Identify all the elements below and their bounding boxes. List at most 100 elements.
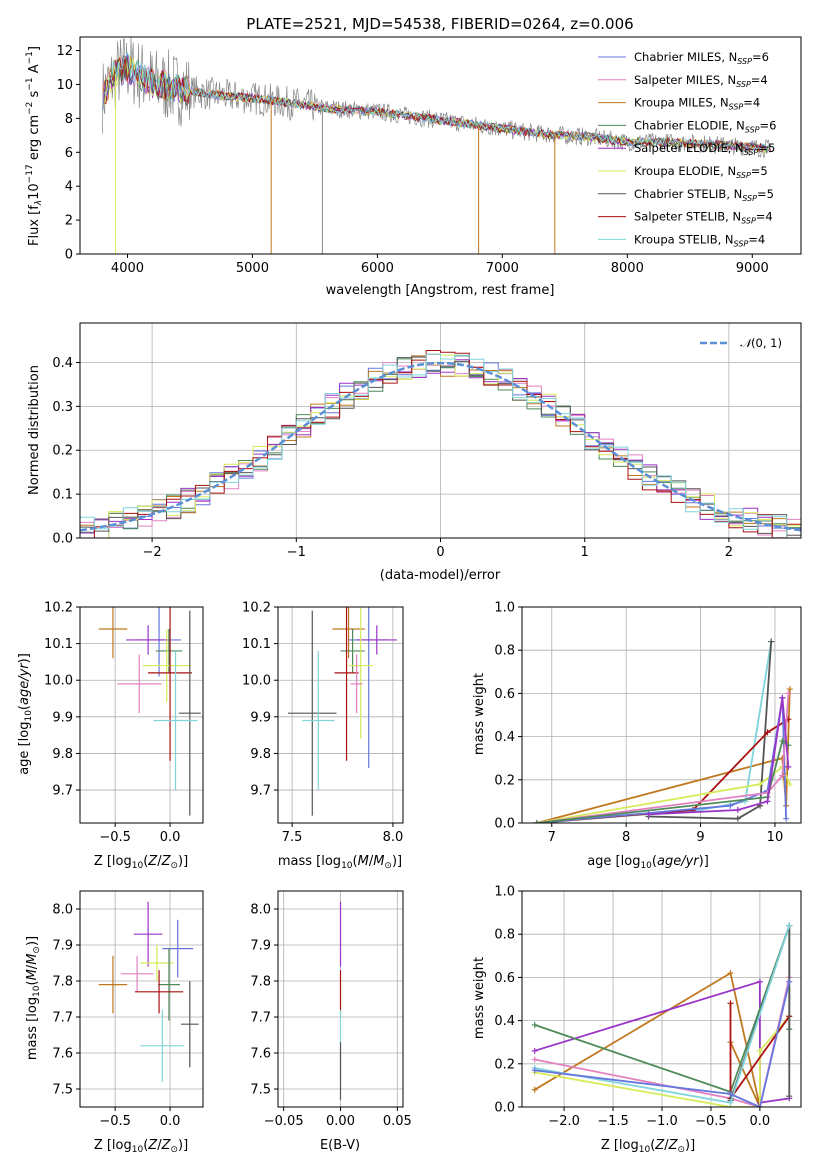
legend-label-name: Chabrier MILES, N [634, 50, 737, 64]
x-tick-label: 8.0 [383, 830, 404, 845]
weight-marker [786, 1093, 793, 1100]
errorbar-point [153, 650, 198, 791]
weight-marker [786, 781, 793, 788]
x-tick-label: 8 [622, 830, 630, 845]
y-tick-label: 9.9 [250, 710, 271, 725]
y-tick-label: 7.7 [52, 1011, 73, 1026]
y-tick-label: 7.8 [250, 975, 271, 990]
model-spectrum-chabrier-stelib [103, 55, 771, 154]
errorbar-point [178, 610, 201, 816]
y-tick-label: 0.8 [494, 644, 515, 659]
age-vs-z-panel: −0.5 0.0 9.7 9.8 9.9 10.0 10.1 10.2 Z [log10(Z/… [17, 601, 204, 871]
legend-label-value: =4 [751, 73, 768, 87]
y-tick-label: 10.2 [44, 601, 73, 616]
legend-label-name: Chabrier STELIB, N [634, 187, 742, 201]
x-tick-label: 5000 [236, 261, 269, 276]
histogram-salpeter-stelib [80, 350, 801, 538]
weight-marker [531, 1086, 538, 1093]
x-tick-label: 9000 [736, 261, 769, 276]
y-tick-label: 0.2 [494, 1057, 515, 1072]
spectrum-panel: PLATE=2521, MJD=54538, FIBERID=0264, z=0… [25, 15, 802, 298]
errorbar-point [288, 610, 337, 816]
mass-weight-vs-z-xlabel: Z [log10(Z/Z⊙)] [601, 1138, 695, 1155]
y-tick-label: 9.8 [250, 747, 271, 762]
legend-label: Salpeter STELIB, NSSP=4 [634, 210, 773, 226]
x-tick-label: 7 [548, 830, 556, 845]
legend-label-sub: SSP [736, 80, 751, 89]
errorbar-point [98, 955, 128, 1014]
plot-content [98, 901, 199, 1082]
x-tick-label: 10 [767, 830, 784, 845]
weight-marker [756, 978, 763, 985]
y-tick-label: 9.7 [250, 784, 271, 799]
weight-marker [727, 1000, 734, 1007]
legend-label-value: =6 [752, 50, 769, 64]
legend-label-value: =5 [751, 164, 768, 178]
errorbar-point [334, 607, 359, 761]
residuals-legend: 𝒩(0, 1) [700, 336, 782, 350]
y-tick-label: 6 [65, 146, 73, 161]
errorbar-point [120, 955, 154, 992]
y-tick-label: 7.6 [52, 1047, 73, 1062]
x-tick-label: 7.5 [282, 830, 303, 845]
errorbar-point [350, 654, 363, 714]
age-vs-mass-xlabel: mass [log10(M/M⊙)] [278, 854, 402, 871]
spectrum-title: PLATE=2521, MJD=54538, FIBERID=0264, z=0… [246, 15, 633, 33]
legend-label-sub: SSP [736, 171, 751, 180]
legend-label-sub: SSP [734, 239, 749, 248]
y-tick-label: 10.2 [242, 601, 271, 616]
spectrum-ylabel: Flux [fλ10−17 erg cm−2 s−1 A−1] [25, 46, 44, 246]
weight-marker [768, 638, 775, 645]
y-tick-label: 7.8 [52, 975, 73, 990]
mass-weight-vs-age-panel: 7 8 9 10 0.0 0.2 0.4 0.6 0.8 1.0 age [log10(age/y… [472, 601, 802, 871]
errorbar-point [142, 628, 191, 703]
y-tick-label: 0.4 [494, 730, 515, 745]
weight-marker [734, 807, 741, 814]
legend-label: Kroupa MILES, NSSP=4 [634, 96, 760, 112]
plot-content [80, 350, 801, 538]
legend-label-value: =4 [756, 210, 773, 224]
axes-frame [79, 36, 802, 255]
y-tick-label: 7.9 [250, 939, 271, 954]
spectrum-xlabel: wavelength [Angstrom, rest frame] [326, 283, 555, 298]
y-tick-label: 0 [65, 248, 73, 263]
errorbar-point [148, 607, 193, 761]
y-tick-label: 0.3 [52, 400, 73, 415]
legend-label-value: =4 [743, 96, 760, 110]
weight-marker [764, 798, 771, 805]
errorbar-point [126, 625, 171, 655]
weight-marker [727, 802, 734, 809]
weight-marker [785, 763, 792, 770]
legend-label: Chabrier ELODIE, NSSP=6 [634, 118, 776, 134]
weight-line-chabrier-stelib [648, 641, 773, 820]
plot-content [533, 638, 793, 823]
legend-label-value: =4 [748, 232, 765, 246]
histogram-kroupa-stelib [80, 353, 801, 538]
y-tick-label: 9.7 [52, 784, 73, 799]
errorbar-point [332, 607, 365, 659]
legend-label-sub: SSP [744, 148, 759, 157]
y-tick-label: 9.8 [52, 747, 73, 762]
x-tick-label: −2.0 [548, 1114, 580, 1129]
weight-marker [785, 690, 792, 697]
mass-weight-vs-z-ylabel: mass weight [472, 957, 487, 1039]
weight-line-kroupa-elodie [534, 1015, 790, 1107]
legend-label-value: =5 [758, 141, 775, 155]
errorbar-point [134, 970, 184, 1014]
weight-marker [727, 1091, 734, 1098]
weight-marker [764, 729, 771, 736]
weight-marker [757, 781, 764, 788]
errorbar-point [181, 981, 199, 1068]
age-vs-mass-panel: 7.5 8.0 9.7 9.8 9.9 10.0 10.1 10.2 mass [log10(… [242, 601, 404, 871]
y-tick-label: 0.2 [494, 773, 515, 788]
y-tick-label: 7.9 [52, 939, 73, 954]
legend-label-name: Salpeter ELODIE, N [634, 141, 744, 155]
residuals-panel: −2 −1 0 1 2 0.0 0.1 0.2 0.3 0.4 (data-model)/erro… [27, 322, 802, 583]
weight-marker [786, 686, 793, 693]
y-tick-label: 1.0 [494, 601, 515, 616]
y-tick-label: 7.5 [52, 1083, 73, 1098]
errorbar-point [356, 625, 397, 655]
weight-marker [734, 815, 741, 822]
